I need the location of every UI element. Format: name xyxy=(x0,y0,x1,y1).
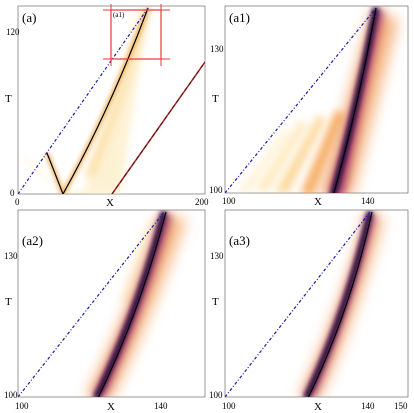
y-axis-title: T xyxy=(212,296,219,308)
panel-label: (a3) xyxy=(229,233,250,248)
x-tick-label: 0 xyxy=(15,197,20,207)
panel-a2: (a2) 130 100 100 140 T X xyxy=(4,209,206,413)
y-tick-label: 100 xyxy=(4,390,18,400)
y-tick-label: 120 xyxy=(6,27,20,37)
dotted-reference-line xyxy=(18,7,149,194)
x-axis-title: X xyxy=(106,197,114,209)
inset-box: (a1) xyxy=(103,4,170,66)
x-tick-label: 100 xyxy=(15,401,29,411)
heatmap-field xyxy=(225,7,398,193)
x-tick-label: 150 xyxy=(394,401,408,411)
panel-a1: (a1) 130 100 100 140 T X xyxy=(209,5,409,208)
y-tick-label: 0 xyxy=(10,188,15,198)
trajectory-left xyxy=(46,152,64,194)
x-tick-label: 100 xyxy=(222,401,236,411)
panel-label: (a2) xyxy=(22,233,43,248)
x-axis-title: X xyxy=(107,401,115,413)
y-tick-label: 130 xyxy=(4,251,18,261)
x-tick-label: 100 xyxy=(222,196,236,206)
trajectory xyxy=(97,211,167,397)
panel-a: (a1) (a) 120 0 0 200 T X xyxy=(5,4,209,209)
x-axis-title: X xyxy=(314,401,322,413)
y-axis-title: T xyxy=(5,296,12,308)
heatmap-field xyxy=(225,211,384,397)
x-axis-title: X xyxy=(314,196,322,208)
y-axis-title: T xyxy=(5,93,12,105)
red-line-dash xyxy=(111,61,205,194)
trajectory xyxy=(307,211,373,397)
y-tick-label: 130 xyxy=(210,44,224,54)
trajectory-right xyxy=(62,7,149,194)
y-tick-label: 100 xyxy=(209,185,223,195)
x-tick-label: 140 xyxy=(361,401,375,411)
y-tick-label: 100 xyxy=(209,390,223,400)
panel-label: (a1) xyxy=(229,10,250,25)
heatmap-field xyxy=(18,211,186,397)
dotted-reference-line xyxy=(225,211,371,397)
panel-label: (a) xyxy=(22,10,36,25)
dotted-reference-line xyxy=(18,211,165,397)
y-axis-title: T xyxy=(212,93,219,105)
x-tick-label: 140 xyxy=(154,401,168,411)
x-tick-label: 140 xyxy=(361,196,375,206)
panel-a3: (a3) 130 100 100 140 150 T X xyxy=(209,209,409,413)
trajectory xyxy=(333,7,377,193)
heatmap-field xyxy=(18,7,205,194)
inset-label: (a1) xyxy=(113,11,125,19)
y-tick-label: 130 xyxy=(210,251,224,261)
x-tick-label: 200 xyxy=(195,197,209,207)
